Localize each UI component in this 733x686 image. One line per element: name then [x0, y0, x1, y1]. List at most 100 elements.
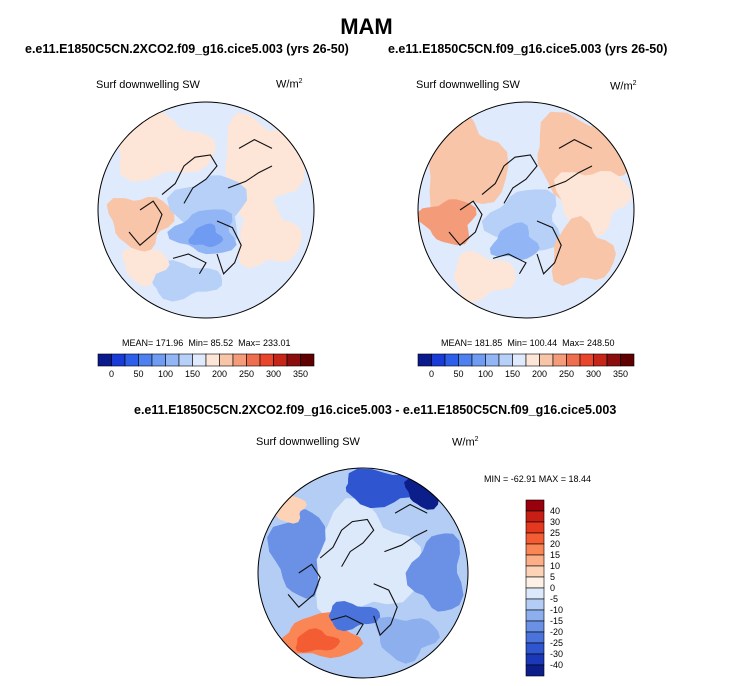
diff-colorbar-box: [525, 664, 545, 677]
panel1-colorbar-box: [124, 353, 139, 367]
panel2-units: W/m2: [610, 80, 637, 93]
panel2-coastline: [558, 138, 593, 149]
diff-polar-map: [257, 467, 469, 679]
panel2-boundary: [417, 101, 635, 319]
panel2-coastline: [547, 165, 593, 189]
diff-colorbar-tick-label: -5: [550, 594, 559, 604]
panel2-colorbar-tick-label: 300: [585, 369, 602, 379]
panel2-max-label: Max=: [562, 338, 585, 348]
panel2-colorbar-box: [552, 353, 567, 367]
panel2-colorbar-box: [593, 353, 608, 367]
diff-colorbar-ticks: 40 30 25 20 15 10 5 0 -5 -10 -15 -20 -25 -30 -40: [550, 500, 580, 676]
diff-colorbar-tick-label: -40: [550, 660, 564, 670]
diff-minmax: MIN = -62.91 MAX = 18.44: [484, 474, 592, 484]
panel1-colorbar-box: [259, 353, 274, 367]
panel2-shade-region: [551, 216, 616, 286]
diff-colorbar-box: [525, 576, 545, 589]
panel1-shade-region: [106, 197, 175, 253]
diff-colorbar-tick-label: -10: [550, 605, 564, 615]
panel1-coastline: [227, 165, 273, 189]
panel1-colorbar-box: [232, 353, 247, 367]
panel1-colorbar-tick-label: 350: [292, 369, 309, 379]
diff-colorbar-tick-label: -20: [550, 627, 564, 637]
panel1-colorbar-box: [138, 353, 153, 367]
diff-shade-region: [295, 628, 341, 653]
diff-colorbar-box: [525, 510, 545, 523]
diff-coastline: [319, 518, 375, 567]
panel2-coastline: [492, 253, 527, 275]
panel1-units: W/m2: [276, 78, 303, 91]
panel2-colorbar-box: [525, 353, 540, 367]
panel1-colorbar-tick-label: 150: [184, 369, 201, 379]
diff-colorbar-tick-label: -30: [550, 649, 564, 659]
diff-colorbar-tick-label: 30: [550, 517, 561, 527]
diff-colorbar-box: [525, 609, 545, 622]
panel2-min-value: 100.44: [529, 338, 558, 348]
panel1-min-label: Min=: [188, 338, 209, 348]
panel2-colorbar-box: [512, 353, 527, 367]
diff-colorbar-box: [525, 587, 545, 600]
panel1-coastline: [238, 138, 273, 149]
panel1-colorbar-box: [273, 353, 288, 367]
panel1-colorbar: [97, 353, 315, 367]
diff-shade-region: [375, 616, 440, 664]
panel1-colorbar-tick-label: 300: [265, 369, 282, 379]
panel1-shade-region: [121, 248, 170, 287]
panel2-colorbar-box: [471, 353, 486, 367]
panel2-mean-value: 181.85: [474, 338, 503, 348]
diff-shade-region: [405, 533, 464, 612]
panel1-colorbar-box: [178, 353, 193, 367]
panel2-colorbar-tick-label: 200: [531, 369, 548, 379]
panel2-colorbar-box: [498, 353, 513, 367]
diff-colorbar-box: [525, 532, 545, 545]
panel1-colorbar-tick-label: 100: [157, 369, 174, 379]
diff-coastline: [384, 529, 428, 553]
diff-colorbar-tick-label: 5: [550, 572, 556, 582]
panel2-variable-label: Surf downwelling SW: [416, 79, 520, 91]
panel1-coastline: [128, 200, 163, 246]
panel1-colorbar-box: [246, 353, 261, 367]
diff-colorbar-tick-label: -25: [550, 638, 564, 648]
diff-coastline: [287, 563, 321, 608]
panel2-shade-region: [453, 250, 516, 303]
diff-colorbar-box: [525, 642, 545, 655]
diff-colorbar-tick-label: 10: [550, 561, 561, 571]
panel2-colorbar-box: [485, 353, 500, 367]
panel1-colorbar-tick-label: 50: [133, 369, 144, 379]
panel2-colorbar-tick-label: 150: [504, 369, 521, 379]
panel2-case-title: e.e11.E1850C5CN.f09_g16.cice5.003 (yrs 2…: [388, 42, 668, 56]
panel1-colorbar-tick-label: 250: [238, 369, 255, 379]
panel1-colorbar-box: [192, 353, 207, 367]
diff-shade-region: [267, 509, 326, 599]
panel2-colorbar-tick-label: 100: [477, 369, 494, 379]
panel1-boundary: [97, 101, 315, 319]
panel1-stats: MEAN= 171.96 Min= 85.52 Max= 233.01: [122, 338, 290, 348]
diff-colorbar-tick-label: 0: [550, 583, 556, 593]
panel2-shade-region: [429, 108, 509, 219]
panel2-colorbar-tick-label: 0: [428, 369, 435, 379]
panel1-colorbar-box: [205, 353, 220, 367]
panel2-colorbar: [417, 353, 635, 367]
diff-colorbar-box: [525, 543, 545, 556]
panel2-colorbar-box: [579, 353, 594, 367]
panel1-coastline: [216, 220, 242, 275]
diff-colorbar-tick-label: 25: [550, 528, 561, 538]
page-title: MAM: [340, 14, 393, 39]
panel2-colorbar-tick-label: 50: [453, 369, 464, 379]
panel1-coastline: [161, 154, 218, 204]
panel1-mean-value: 171.96: [155, 338, 184, 348]
diff-colorbar-box: [525, 565, 545, 578]
panel2-min-label: Min=: [507, 338, 528, 348]
diff-coastline: [330, 615, 364, 636]
panel2-colorbar-ticks: 0 50 100 150 200 250 300 350: [418, 369, 634, 381]
panel1-colorbar-tick-label: 0: [108, 369, 115, 379]
panel2-colorbar-box: [539, 353, 554, 367]
diff-colorbar-box: [525, 620, 545, 633]
panel1-coastline: [172, 253, 207, 275]
diff-colorbar-tick-label: 20: [550, 539, 561, 549]
panel1-colorbar-box: [219, 353, 234, 367]
diff-colorbar-box: [525, 653, 545, 666]
panel1-field: [98, 102, 314, 318]
panel1-shade-region: [188, 223, 224, 248]
diff-colorbar-box: [525, 598, 545, 611]
